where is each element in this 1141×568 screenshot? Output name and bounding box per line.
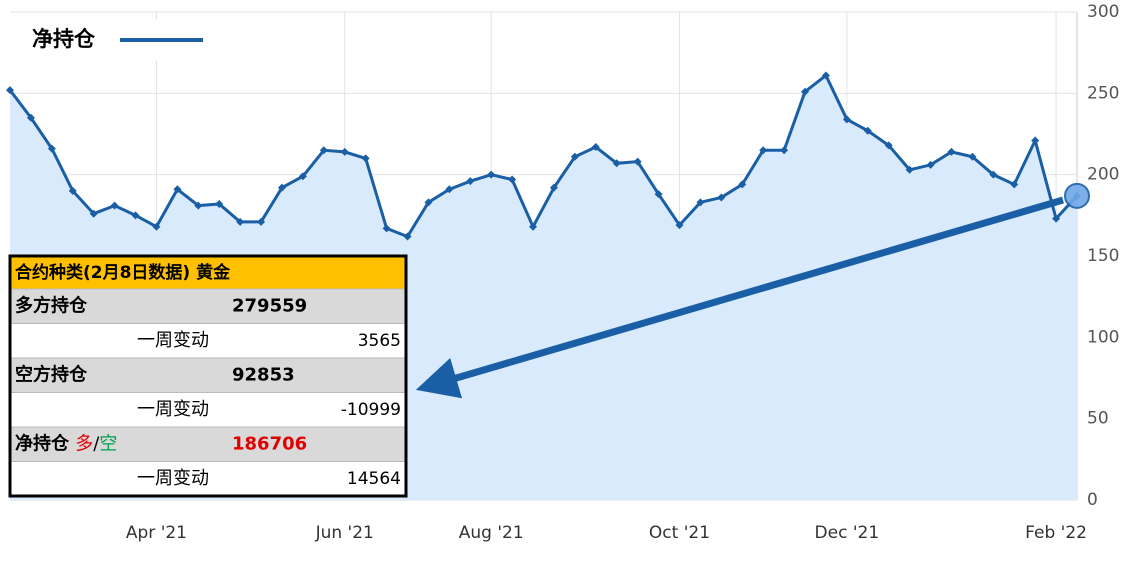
marker: [696, 198, 705, 207]
marker: [905, 165, 914, 174]
annotation-arrow: [415, 196, 1064, 399]
marker: [152, 222, 161, 231]
data-table: 合约种类(2月8日数据) 黄金 多方持仓 279559 一周变动 3565 空方持仓 92…: [8, 254, 408, 498]
marker: [884, 141, 893, 150]
table-border: [8, 254, 408, 498]
y-tick-label: 50: [1087, 409, 1109, 429]
marker: [529, 222, 538, 231]
row-value: 92853: [232, 364, 295, 385]
marker: [110, 201, 119, 210]
row-value: 14564: [347, 469, 401, 489]
y-tick-label: 300: [1087, 2, 1119, 22]
x-tick-label: Dec '21: [815, 523, 880, 543]
marker: [780, 146, 789, 155]
marker: [361, 154, 370, 163]
row-value: 279559: [232, 295, 307, 316]
marker: [424, 198, 433, 207]
marker: [466, 177, 475, 186]
row-label-part: /: [93, 433, 100, 454]
row-label-part: 净持仓: [15, 432, 75, 454]
marker: [89, 209, 98, 218]
marker: [68, 186, 77, 195]
marker: [570, 152, 579, 161]
row-label: 一周变动: [137, 399, 209, 420]
marker: [863, 126, 872, 135]
x-tick-label: Jun '21: [315, 523, 374, 543]
y-tick-label: 250: [1087, 83, 1119, 103]
marker: [675, 221, 684, 230]
marker: [173, 185, 182, 194]
marker: [47, 144, 56, 153]
marker: [26, 113, 35, 122]
row-label-part: 多: [75, 433, 93, 454]
row-value: 3565: [358, 331, 401, 351]
y-tick-label: 200: [1087, 165, 1119, 185]
row-label-part: 空: [99, 433, 117, 454]
row-label: 空方持仓: [15, 363, 88, 385]
row-label: 多方持仓: [15, 294, 88, 316]
x-tick-label: Apr '21: [126, 523, 187, 543]
marker: [215, 199, 224, 208]
marker: [194, 201, 203, 210]
marker: [257, 217, 266, 226]
marker: [1031, 136, 1040, 145]
legend: 净持仓: [22, 20, 212, 60]
marker: [612, 159, 621, 168]
marker: [717, 193, 726, 202]
row-label: 一周变动: [137, 330, 209, 351]
marker: [738, 180, 747, 189]
marker: [1010, 180, 1019, 189]
marker: [6, 86, 14, 95]
marker: [821, 71, 830, 80]
row-label: 一周变动: [137, 468, 209, 489]
marker: [759, 146, 768, 155]
x-tick-label: Feb '22: [1025, 523, 1087, 543]
y-tick-label: 150: [1087, 246, 1119, 266]
marker: [591, 143, 600, 152]
marker: [382, 224, 391, 233]
table-row-bg: [10, 289, 406, 324]
row-value: 186706: [232, 433, 307, 454]
marker: [926, 160, 935, 169]
marker: [968, 152, 977, 161]
table-header: 合约种类(2月8日数据) 黄金: [15, 262, 231, 283]
legend-label: 净持仓: [32, 27, 96, 51]
marker: [549, 183, 558, 192]
row-label: 净持仓 多/空: [15, 432, 117, 454]
marker: [340, 147, 349, 156]
table-row-bg: [10, 392, 406, 427]
table-row-bg: [10, 323, 406, 358]
y-tick-label: 100: [1087, 327, 1119, 347]
x-tick-label: Aug '21: [459, 523, 524, 543]
marker: [947, 147, 956, 156]
table-header-bg: [10, 256, 406, 289]
line: [8, 73, 1079, 239]
marker: [989, 170, 998, 179]
marker: [131, 211, 140, 220]
marker: [842, 115, 851, 124]
row-value: -10999: [341, 400, 401, 420]
table-row-bg: [10, 461, 406, 496]
x-tick-label: Oct '21: [649, 523, 710, 543]
marker: [1052, 214, 1061, 223]
marker: [445, 185, 454, 194]
marker: [298, 172, 307, 181]
table-row-bg: [10, 358, 406, 393]
marker: [633, 157, 642, 166]
marker: [319, 146, 328, 155]
marker: [487, 170, 496, 179]
marker: [236, 217, 245, 226]
y-tick-label: 0: [1087, 490, 1098, 510]
highlight-point: [1064, 182, 1090, 209]
marker: [508, 175, 517, 184]
marker: [277, 183, 286, 192]
marker: [654, 190, 663, 199]
table-row-bg: [10, 427, 406, 462]
marker: [801, 87, 810, 96]
marker: [403, 232, 412, 241]
